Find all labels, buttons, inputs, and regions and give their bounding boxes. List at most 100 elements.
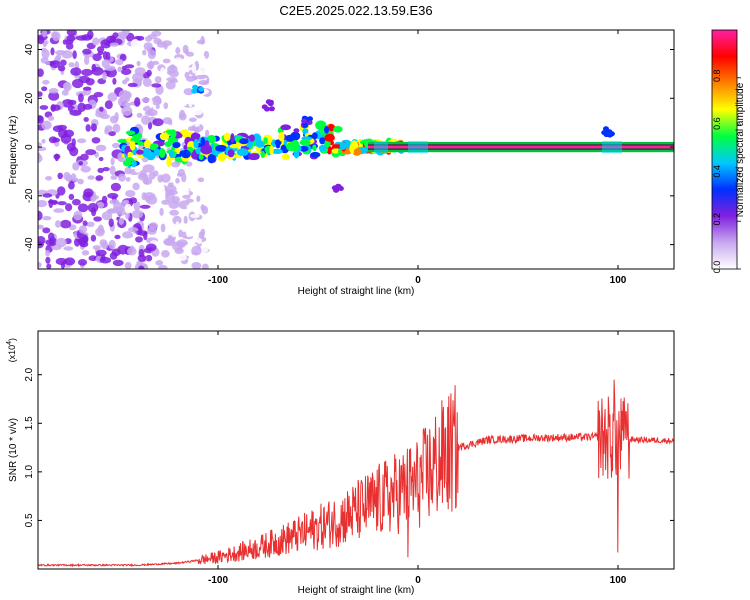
spectrogram-cell	[181, 172, 187, 183]
spectrogram-cell	[133, 201, 141, 211]
spectrogram-cell	[76, 138, 87, 144]
spectrogram-cell	[124, 64, 135, 69]
spectrogram-cell	[60, 133, 72, 144]
spectrogram-cell	[41, 30, 47, 38]
spectrogram-cell	[49, 60, 61, 68]
spectrogram-cell	[202, 218, 213, 224]
spectrogram-cell	[65, 203, 73, 212]
spectrogram-cell	[127, 247, 137, 256]
spectrogram-cell	[169, 64, 176, 71]
spectrogram-cell	[118, 217, 125, 225]
spectrogram-cell	[84, 55, 90, 66]
spectrogram-cell	[87, 202, 99, 213]
spectrogram-cell	[196, 237, 202, 245]
spectrogram-cell	[100, 39, 112, 49]
spectrogram-cell	[217, 152, 227, 162]
spectrogram-cell	[109, 165, 116, 176]
snr-panel: -100 0 100 0.5 1.0 1.5 2.0 Height of straight …	[6, 330, 675, 596]
spectrogram-cell	[145, 243, 157, 252]
spectrogram-cell	[39, 105, 49, 110]
spectrogram-cell	[78, 161, 84, 166]
x-tick-label: -100	[208, 275, 228, 286]
spectrogram-cell	[239, 138, 249, 145]
spectrogram-cell	[45, 256, 51, 264]
spectrogram-cell	[38, 154, 43, 163]
spectrogram-cell	[135, 236, 143, 243]
spectrogram-cell	[182, 194, 191, 199]
spectrogram-cell	[63, 246, 74, 251]
spectrogram-cell	[281, 153, 290, 161]
spectrogram-cell	[102, 167, 110, 172]
spectrogram-cell	[110, 157, 115, 166]
spectrogram-cell	[152, 118, 164, 127]
spectrogram-cell	[77, 203, 89, 213]
spectrogram-cell	[171, 196, 180, 204]
spectrogram-cell	[176, 172, 183, 177]
spectrogram-cell	[38, 91, 43, 97]
spectrogram-feature	[301, 118, 308, 124]
spectrogram-cell	[162, 234, 169, 239]
spectrogram-cell	[127, 82, 138, 88]
spectrogram-cell	[196, 39, 206, 45]
x-tick-label: 100	[610, 275, 627, 286]
spectrogram-cell	[121, 102, 132, 108]
spectrogram-cell	[91, 63, 97, 72]
spectrogram-cell	[141, 148, 151, 158]
spectrogram-cell	[269, 145, 274, 156]
spectrogram-cell	[162, 124, 173, 129]
spectrogram-cell	[136, 60, 141, 67]
spectrogram-cell	[158, 264, 168, 269]
spectrogram-cell	[205, 129, 210, 138]
spectrogram-cell	[86, 221, 95, 227]
spectrogram-cell	[92, 245, 102, 250]
spectrogram-cell	[166, 157, 172, 167]
spectrogram-cell	[131, 209, 144, 219]
spectrogram-cell	[69, 109, 82, 116]
spectrogram-cell	[160, 67, 166, 76]
y-tick-label: 0.5	[24, 513, 35, 527]
spectrogram-cell	[55, 237, 67, 248]
spectrogram-cell	[202, 263, 209, 269]
spectrogram-cell	[137, 141, 145, 146]
spectrogram-cell	[164, 184, 177, 194]
colorbar-tick-label: 0.4	[712, 165, 722, 178]
spectrogram-cell	[130, 39, 140, 49]
spectrogram-cell	[41, 86, 48, 92]
spectrogram-cell	[169, 79, 179, 84]
spectrogram-cell	[113, 201, 123, 212]
spectrogram-cell	[189, 117, 197, 123]
spectrogram-cell	[101, 59, 111, 68]
spectrogram-cell	[177, 100, 187, 107]
spectrogram-cell	[90, 234, 97, 242]
spectrogram-cell	[194, 121, 200, 127]
spectrogram-cell	[163, 238, 173, 246]
spectrogram-cell	[191, 245, 202, 256]
spectrogram-cell	[115, 59, 124, 66]
spectrogram-cell	[132, 182, 140, 191]
spectrogram-cell	[155, 104, 160, 110]
spectrogram-cell	[145, 254, 153, 262]
spectrogram-cell	[280, 124, 292, 131]
spectrogram-cell	[110, 182, 121, 192]
spectrogram-cell	[153, 95, 161, 103]
spectrogram-cell	[83, 117, 89, 122]
spectrogram-cell	[147, 49, 157, 60]
spectrogram-cell	[207, 134, 217, 144]
spectrogram-cell	[77, 259, 88, 266]
spectrogram-cell	[66, 30, 77, 37]
spectrogram-cell	[117, 244, 129, 255]
spectrogram-cell	[110, 175, 118, 180]
spectrogram-cell	[45, 176, 53, 181]
spectrogram-cell	[38, 146, 47, 151]
spectrogram-cell	[117, 138, 129, 144]
x-tick-label: 100	[610, 575, 627, 586]
spectrogram-cell	[98, 156, 104, 162]
spectrogram-cell	[227, 149, 235, 158]
spectrogram-cell	[38, 200, 48, 208]
spectrogram-cell	[62, 39, 68, 45]
spectrogram-cell	[82, 103, 93, 110]
spectrogram-cell	[61, 89, 69, 96]
spectrogram-cell	[310, 151, 321, 158]
spectrogram-cell	[189, 185, 198, 192]
spectrogram-cell	[107, 92, 118, 102]
